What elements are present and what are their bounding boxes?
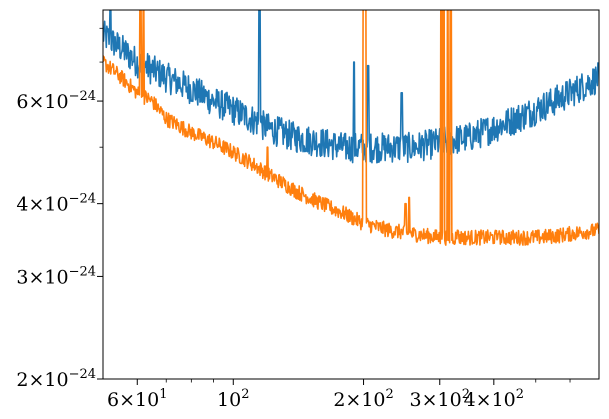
tick-label: 6×101 xyxy=(107,387,167,411)
plot-frame xyxy=(102,9,600,380)
plot-background xyxy=(103,10,599,379)
series-line-2 xyxy=(103,10,599,246)
y-axis: 2×10−24 3×10−24 4×10−24 6×10−24 xyxy=(16,27,103,391)
series-line-1 xyxy=(103,10,599,164)
tick-label: 4×10−24 xyxy=(16,192,96,216)
series-layer xyxy=(103,10,599,246)
tick-label: 2×10−24 xyxy=(16,367,96,391)
tick-label: 3×10−24 xyxy=(16,264,96,288)
tick-label: 2×102 xyxy=(333,387,393,411)
tick-label: 6×10−24 xyxy=(16,89,96,113)
tick-label: 3×102 xyxy=(410,387,470,411)
tick-label: 4×102 xyxy=(464,387,524,411)
tick-label: 102 xyxy=(217,387,249,411)
